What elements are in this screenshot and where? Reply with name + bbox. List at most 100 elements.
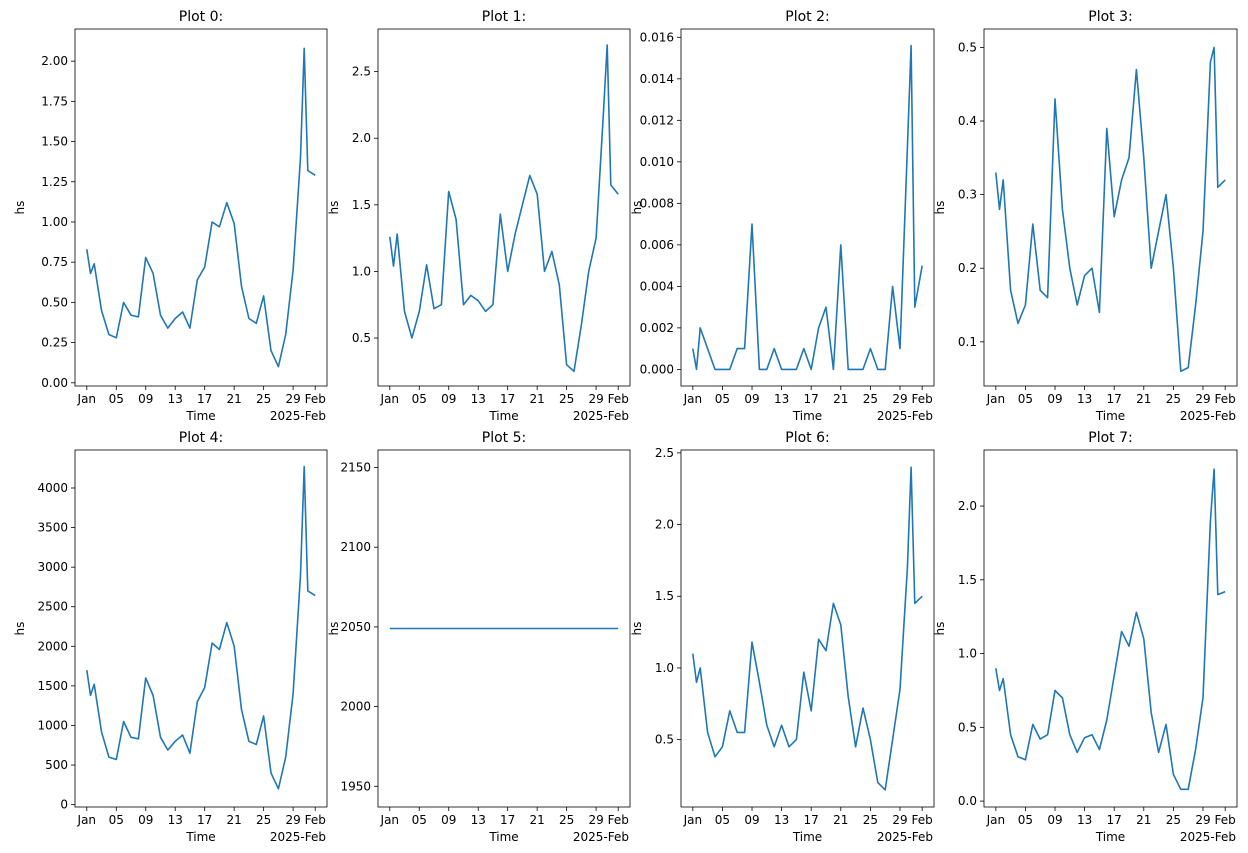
x-tick-label: 29 bbox=[892, 392, 907, 406]
axes-frame bbox=[377, 28, 631, 387]
x-tick-label: Feb bbox=[305, 813, 326, 827]
y-tick-label: 1950 bbox=[340, 779, 371, 793]
x-tick-label: 29 bbox=[1195, 813, 1210, 827]
y-tick-label: 0.25 bbox=[41, 336, 68, 350]
x-offset-label: 2025-Feb bbox=[573, 830, 629, 844]
x-offset-label: 2025-Feb bbox=[1180, 409, 1236, 423]
x-tick-label: Jan bbox=[683, 813, 703, 827]
y-tick-label: 0.002 bbox=[640, 321, 674, 335]
x-axis-label: Time bbox=[792, 409, 822, 423]
y-axis-label: hs bbox=[933, 201, 947, 215]
subplot-3: 0.1 0.2 0.3 0.4 0.5 Jan 05 09 13 17 21 25 29 Feb 2025-… bbox=[933, 9, 1238, 423]
y-tick-label: 0.2 bbox=[958, 261, 977, 275]
series-line-4-0 bbox=[86, 465, 316, 790]
x-tick-label: 21 bbox=[530, 813, 545, 827]
y-tick-label: 0.5 bbox=[352, 331, 371, 345]
x-offset-label: 2025-Feb bbox=[270, 409, 326, 423]
x-tick-label: 13 bbox=[168, 813, 183, 827]
chart-title: Plot 7: bbox=[1088, 430, 1132, 446]
x-tick-label: Jan bbox=[380, 813, 400, 827]
x-tick-label: Feb bbox=[912, 392, 933, 406]
y-tick-label: 0.1 bbox=[958, 335, 977, 349]
series-line-6-0 bbox=[692, 466, 923, 791]
y-axis-label: hs bbox=[13, 622, 27, 636]
axes-frame bbox=[377, 449, 631, 808]
subplot-2: 0.000 0.002 0.004 0.006 0.008 0.010 0.012 0.014… bbox=[630, 9, 935, 423]
series-line-7-0 bbox=[995, 468, 1226, 791]
x-tick-label: 21 bbox=[833, 392, 848, 406]
x-tick-label: 29 bbox=[588, 392, 603, 406]
y-tick-label: 1.5 bbox=[655, 589, 674, 603]
x-tick-label: 05 bbox=[715, 392, 730, 406]
chart-title: Plot 2: bbox=[785, 9, 829, 25]
x-axis-label: Time bbox=[1095, 409, 1125, 423]
x-tick-label: Jan bbox=[77, 392, 97, 406]
axes-frame bbox=[983, 449, 1238, 808]
y-tick-label: 0.5 bbox=[958, 40, 977, 54]
x-tick-label: 25 bbox=[256, 392, 271, 406]
x-tick-label: 13 bbox=[471, 392, 486, 406]
y-tick-label: 1.75 bbox=[41, 94, 68, 108]
x-tick-label: 25 bbox=[559, 392, 574, 406]
x-axis-label: Time bbox=[488, 409, 518, 423]
y-tick-label: 1.0 bbox=[655, 661, 674, 675]
y-tick-label: 2500 bbox=[37, 600, 68, 614]
x-tick-label: 09 bbox=[744, 392, 759, 406]
x-tick-label: Feb bbox=[1215, 813, 1236, 827]
y-tick-label: 0.0 bbox=[958, 794, 977, 808]
axes-frame bbox=[983, 28, 1238, 387]
x-tick-label: 13 bbox=[168, 392, 183, 406]
subplot-6: 0.5 1.0 1.5 2.0 2.5 Jan 05 09 13 17 21 25 29 Feb 2025-… bbox=[630, 430, 935, 844]
x-tick-label: 13 bbox=[471, 813, 486, 827]
y-tick-label: 2150 bbox=[340, 461, 371, 475]
y-axis-label: hs bbox=[13, 201, 27, 215]
x-tick-label: 13 bbox=[774, 813, 789, 827]
subplot-1: 0.5 1.0 1.5 2.0 2.5 Jan 05 09 13 17 21 25 29 Feb 2025-… bbox=[327, 9, 631, 423]
y-tick-label: 1.25 bbox=[41, 175, 68, 189]
y-tick-label: 0.012 bbox=[640, 113, 674, 127]
y-tick-label: 0.4 bbox=[958, 114, 977, 128]
x-tick-label: 05 bbox=[412, 813, 427, 827]
x-axis-label: Time bbox=[185, 830, 215, 844]
x-tick-label: 29 bbox=[285, 392, 300, 406]
y-tick-label: 0.5 bbox=[958, 720, 977, 734]
x-tick-label: Jan bbox=[380, 392, 400, 406]
x-offset-label: 2025-Feb bbox=[1180, 830, 1236, 844]
x-tick-label: 25 bbox=[559, 813, 574, 827]
x-tick-label: 13 bbox=[1077, 813, 1092, 827]
x-tick-label: 29 bbox=[285, 813, 300, 827]
x-axis-label: Time bbox=[185, 409, 215, 423]
x-tick-label: 21 bbox=[1136, 392, 1151, 406]
y-tick-label: 1.0 bbox=[352, 264, 371, 278]
axes-frame bbox=[680, 28, 935, 387]
y-tick-label: 0.000 bbox=[640, 362, 674, 376]
y-tick-label: 2.5 bbox=[352, 65, 371, 79]
series-line-3-0 bbox=[995, 46, 1226, 373]
axes-frame bbox=[74, 28, 328, 387]
x-tick-label: 09 bbox=[138, 813, 153, 827]
x-tick-label: 17 bbox=[500, 392, 515, 406]
y-tick-label: 0.016 bbox=[640, 30, 674, 44]
subplot-0: 0.00 0.25 0.50 0.75 1.00 1.25 1.50 1.75 2.00 Jan 0… bbox=[13, 9, 328, 423]
y-tick-label: 0.00 bbox=[41, 376, 68, 390]
y-axis-label: hs bbox=[630, 201, 644, 215]
chart-title: Plot 5: bbox=[482, 430, 526, 446]
y-tick-label: 2.00 bbox=[41, 54, 68, 68]
x-tick-label: 05 bbox=[109, 813, 124, 827]
y-axis-label: hs bbox=[327, 622, 341, 636]
y-tick-label: 0 bbox=[60, 798, 68, 812]
chart-title: Plot 1: bbox=[482, 9, 526, 25]
series-line-2-0 bbox=[692, 44, 923, 371]
y-tick-label: 0.50 bbox=[41, 295, 68, 309]
y-tick-label: 0.010 bbox=[640, 155, 674, 169]
x-tick-label: Feb bbox=[305, 392, 326, 406]
x-tick-label: 09 bbox=[441, 392, 456, 406]
y-tick-label: 3500 bbox=[37, 521, 68, 535]
x-axis-label: Time bbox=[1095, 830, 1125, 844]
x-tick-label: 17 bbox=[1107, 813, 1122, 827]
chart-title: Plot 4: bbox=[179, 430, 223, 446]
x-tick-label: 09 bbox=[1047, 392, 1062, 406]
subplot-7: 0.0 0.5 1.0 1.5 2.0 Jan 05 09 13 17 21 25 29 Feb 2025-… bbox=[933, 430, 1238, 844]
chart-title: Plot 3: bbox=[1088, 9, 1132, 25]
